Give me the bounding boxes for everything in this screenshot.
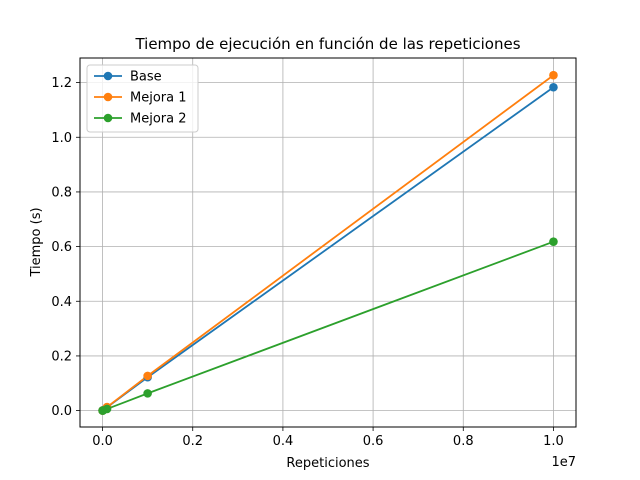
chart-title: Tiempo de ejecución en función de las re…: [134, 35, 520, 53]
legend: Base Mejora 1 Mejora 2: [86, 64, 199, 133]
data-point-mejora-1: [549, 70, 558, 80]
x-tick-label: 0.0: [92, 434, 113, 449]
legend-label-mejora-2: Mejora 2: [130, 112, 187, 127]
legend-label-mejora-1: Mejora 1: [130, 91, 187, 106]
y-tick-label: 0.6: [51, 240, 72, 255]
x-axis-offset-label: 1e7: [551, 455, 576, 470]
x-axis-label: Repeticiones: [286, 456, 369, 471]
x-tick-label: 0.8: [453, 434, 474, 449]
plot-frame: [79, 57, 577, 428]
x-tick-label: 0.2: [182, 434, 203, 449]
data-point-mejora-1: [143, 371, 152, 381]
y-axis-ticks: 0.0 0.2 0.4 0.6 0.8 1.0 1.2: [51, 76, 80, 419]
data-point-mejora-2: [102, 404, 112, 414]
legend-marker-mejora-2: [103, 113, 113, 123]
x-axis-ticks: 0.0 0.2 0.4 0.6 0.8 1.0: [92, 427, 564, 449]
legend-marker-base: [103, 71, 113, 81]
data-point-mejora-2: [143, 389, 152, 398]
y-tick-label: 0.4: [51, 295, 72, 310]
data-point-mejora-2: [549, 237, 558, 246]
data-point-base: [549, 82, 558, 92]
y-tick-label: 0.8: [51, 185, 72, 200]
y-tick-label: 1.2: [51, 76, 72, 91]
x-tick-label: 0.4: [273, 434, 294, 449]
x-tick-label: 0.6: [363, 434, 384, 449]
grid: [80, 58, 576, 427]
x-tick-label: 1.0: [543, 434, 564, 449]
legend-marker-mejora-1: [103, 92, 113, 102]
y-axis-label: Tiempo (s): [29, 207, 44, 277]
series-markers: [98, 70, 558, 415]
legend-frame: [86, 64, 199, 133]
y-tick-label: 0.0: [51, 404, 72, 419]
legend-label-base: Base: [130, 70, 162, 85]
y-tick-label: 1.0: [51, 131, 72, 146]
y-tick-label: 0.2: [51, 349, 72, 364]
